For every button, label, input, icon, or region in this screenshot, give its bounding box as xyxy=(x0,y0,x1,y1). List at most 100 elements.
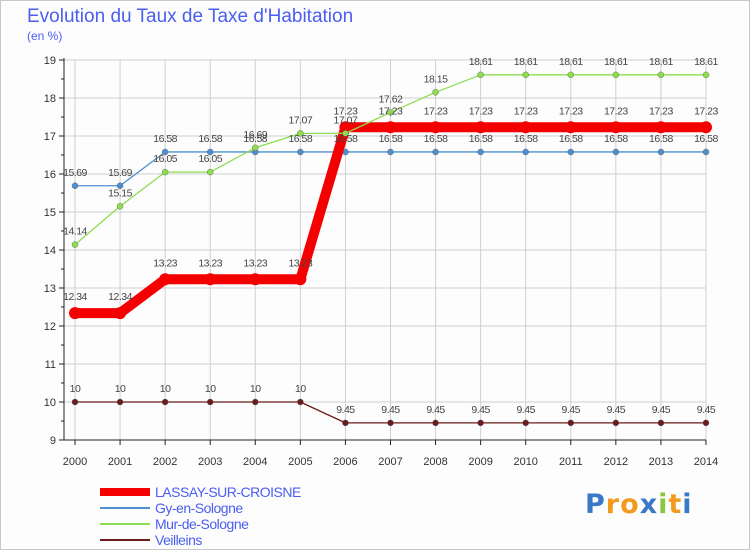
data-point-mur xyxy=(207,168,214,176)
legend-label-gy: Gy-en-Sologne xyxy=(155,500,243,516)
value-label-veilleins: 9.45 xyxy=(652,404,671,416)
x-tick-label: 2013 xyxy=(649,456,673,468)
value-label-lassay: 17.23 xyxy=(604,105,628,117)
value-label-mur: 14.14 xyxy=(63,226,87,238)
y-tick-label: 17 xyxy=(44,131,56,143)
legend-swatch-gy xyxy=(100,507,150,509)
value-label-lassay: 17.23 xyxy=(379,105,403,117)
data-point-mur xyxy=(612,71,620,79)
data-point-mur xyxy=(387,109,394,116)
value-label-gy: 16.58 xyxy=(604,133,628,145)
data-point-mur xyxy=(567,71,574,79)
unit-label: (en %) xyxy=(27,29,63,43)
value-label-veilleins: 10 xyxy=(160,383,171,395)
data-point-mur xyxy=(71,241,79,248)
x-tick-label: 2000 xyxy=(63,456,87,468)
y-tick-label: 9 xyxy=(50,435,56,447)
value-label-veilleins: 9.45 xyxy=(336,404,355,416)
value-label-veilleins: 9.45 xyxy=(381,404,400,416)
value-label-veilleins: 9.45 xyxy=(562,404,581,416)
legend-label-mur: Mur-de-Sologne xyxy=(155,516,249,532)
data-point-lassay xyxy=(609,121,622,134)
data-point-veilleins xyxy=(612,419,620,427)
legend-swatch-veilleins xyxy=(100,539,150,541)
data-point-gy xyxy=(432,148,439,156)
value-label-mur: 18.61 xyxy=(514,56,538,68)
data-point-gy xyxy=(71,182,79,189)
value-label-gy: 16.58 xyxy=(424,133,448,145)
legend-item-gy: Gy-en-Sologne xyxy=(100,500,400,516)
y-tick-label: 14 xyxy=(44,245,56,257)
value-label-mur: 17.07 xyxy=(334,114,358,126)
legend-item-mur: Mur-de-Sologne xyxy=(100,516,400,532)
value-label-veilleins: 9.45 xyxy=(697,404,716,416)
value-label-lassay: 17.23 xyxy=(514,105,538,117)
value-label-veilleins: 10 xyxy=(70,383,81,395)
y-tick-label: 16 xyxy=(44,169,56,181)
x-tick-label: 2003 xyxy=(198,456,222,468)
value-label-gy: 15.69 xyxy=(63,167,87,179)
data-point-veilleins xyxy=(432,419,439,427)
data-point-gy xyxy=(567,148,574,156)
x-tick-label: 2006 xyxy=(333,456,357,468)
value-label-veilleins: 9.45 xyxy=(471,404,490,416)
data-point-gy xyxy=(612,148,620,156)
data-point-mur xyxy=(342,130,349,137)
x-tick-label: 2010 xyxy=(513,456,537,468)
value-label-gy: 16.58 xyxy=(469,133,493,145)
chart-title: Evolution du Taux de Taxe d'Habitation xyxy=(27,6,354,27)
legend: LASSAY-SUR-CROISNE Gy-en-Sologne Mur-de-… xyxy=(100,484,400,548)
data-point-lassay xyxy=(69,307,81,320)
x-tick-label: 2002 xyxy=(153,456,177,468)
value-label-gy: 16.58 xyxy=(153,133,177,145)
data-point-mur xyxy=(161,168,169,176)
legend-swatch-mur xyxy=(100,523,150,525)
legend-label-veilleins: Veilleins xyxy=(155,532,202,548)
data-point-gy xyxy=(657,148,665,156)
value-label-gy: 16.58 xyxy=(694,133,718,145)
data-point-lassay xyxy=(294,273,307,286)
proxiti-logo: Proxiti xyxy=(585,489,693,520)
value-label-gy: 15.69 xyxy=(108,167,132,179)
value-label-veilleins: 10 xyxy=(115,383,126,395)
x-tick-label: 2007 xyxy=(378,456,402,468)
data-point-lassay xyxy=(249,273,262,286)
y-tick-label: 19 xyxy=(44,55,56,67)
data-point-lassay xyxy=(564,121,577,134)
y-tick-label: 11 xyxy=(45,359,56,371)
x-tick-label: 2005 xyxy=(288,456,312,468)
y-tick-label: 18 xyxy=(44,93,56,105)
value-label-lassay: 13.23 xyxy=(198,257,222,269)
value-label-mur: 18.61 xyxy=(559,56,583,68)
value-label-gy: 16.58 xyxy=(649,133,673,145)
value-label-mur: 16.69 xyxy=(243,129,267,141)
y-tick-label: 10 xyxy=(44,397,56,409)
value-label-gy: 16.58 xyxy=(559,133,583,145)
y-tick-label: 15 xyxy=(44,207,56,219)
value-label-mur: 16.05 xyxy=(153,153,177,165)
data-point-mur xyxy=(522,71,529,79)
data-point-gy xyxy=(297,148,304,156)
legend-item-lassay: LASSAY-SUR-CROISNE xyxy=(100,484,400,500)
value-label-lassay: 13.23 xyxy=(153,257,177,269)
value-label-mur: 18.61 xyxy=(649,56,673,68)
x-tick-label: 2008 xyxy=(423,456,447,468)
data-point-mur xyxy=(702,71,710,79)
data-point-veilleins xyxy=(207,398,214,406)
data-point-lassay xyxy=(699,121,712,134)
data-point-mur xyxy=(432,89,439,96)
data-point-veilleins xyxy=(342,419,349,427)
data-point-veilleins xyxy=(161,398,169,406)
value-label-lassay: 17.23 xyxy=(334,105,358,117)
y-tick-label: 13 xyxy=(44,283,56,295)
data-point-veilleins xyxy=(252,398,259,406)
data-point-veilleins xyxy=(477,419,484,427)
data-point-veilleins xyxy=(297,398,304,406)
x-tick-label: 2014 xyxy=(694,456,718,468)
value-label-veilleins: 10 xyxy=(295,383,306,395)
value-label-mur: 16.05 xyxy=(198,153,222,165)
value-label-veilleins: 10 xyxy=(205,383,216,395)
data-point-lassay xyxy=(339,121,352,134)
